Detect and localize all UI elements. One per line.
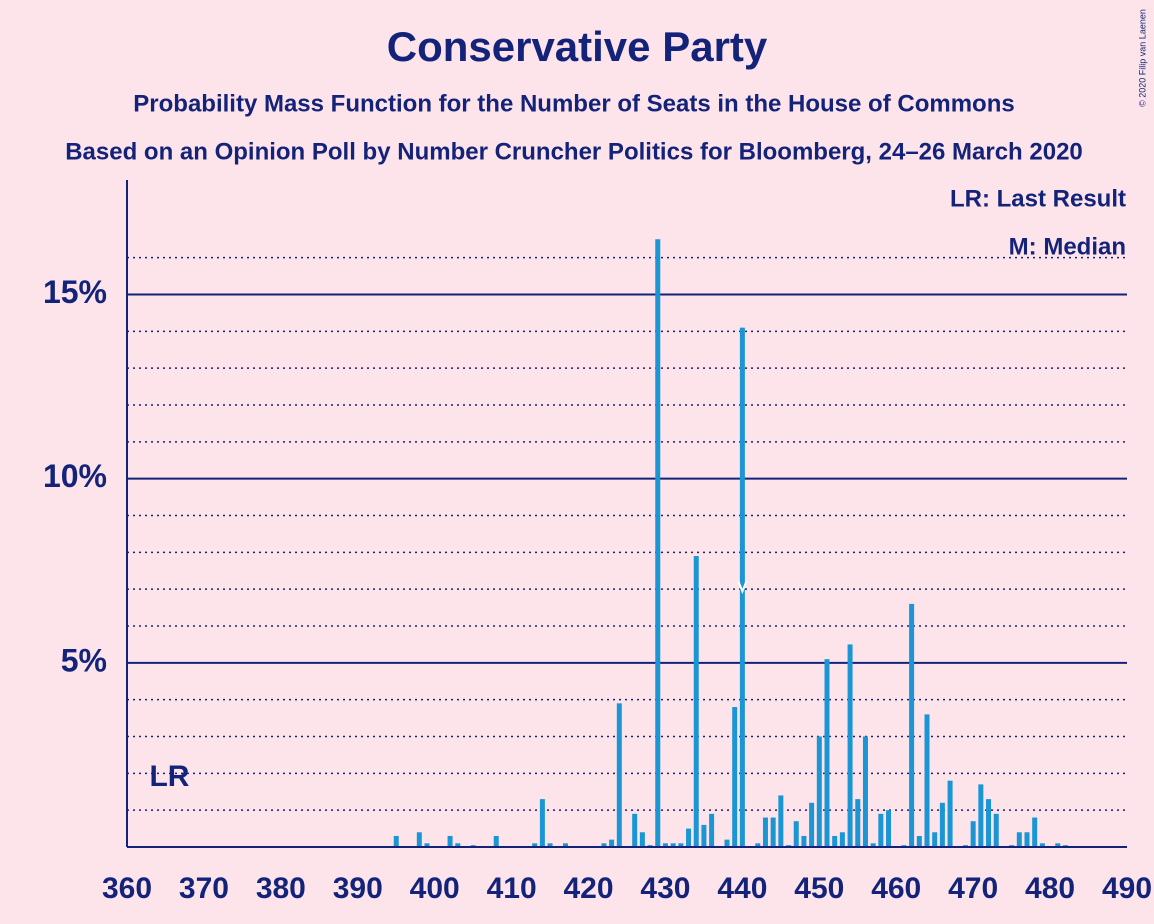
bar bbox=[862, 736, 868, 847]
bar bbox=[878, 813, 884, 847]
chart-subtitle: Probability Mass Function for the Number… bbox=[133, 90, 1014, 117]
bar bbox=[701, 824, 707, 847]
bar bbox=[993, 813, 999, 847]
x-tick-label: 430 bbox=[640, 872, 690, 905]
bar bbox=[455, 843, 461, 847]
bar bbox=[1055, 843, 1061, 847]
bar bbox=[816, 736, 822, 847]
bar bbox=[539, 799, 545, 847]
x-tick-label: 370 bbox=[179, 872, 229, 905]
bar bbox=[493, 835, 499, 847]
bar bbox=[793, 821, 799, 847]
chart-title: Conservative Party bbox=[387, 23, 768, 70]
x-tick-label: 490 bbox=[1102, 872, 1152, 905]
x-tick-label: 450 bbox=[794, 872, 844, 905]
bar bbox=[562, 843, 568, 847]
credit: © 2020 Filip van Laenen bbox=[1137, 9, 1147, 107]
bar bbox=[678, 843, 684, 847]
y-tick-label: 10% bbox=[43, 458, 107, 494]
bar bbox=[916, 835, 922, 847]
bar bbox=[424, 843, 430, 847]
bar bbox=[416, 832, 422, 847]
x-tick-label: 380 bbox=[256, 872, 306, 905]
bar bbox=[970, 821, 976, 847]
bar bbox=[847, 644, 853, 847]
bar bbox=[778, 795, 784, 847]
bar bbox=[855, 799, 861, 847]
bar bbox=[709, 813, 715, 847]
bar bbox=[801, 835, 807, 847]
bar bbox=[909, 603, 915, 847]
median-marker bbox=[737, 580, 748, 595]
x-tick-label: 470 bbox=[948, 872, 998, 905]
bar bbox=[609, 839, 615, 847]
bar bbox=[986, 799, 992, 847]
x-tick-label: 420 bbox=[564, 872, 614, 905]
bar bbox=[809, 802, 815, 847]
bar bbox=[1039, 843, 1045, 847]
bar bbox=[924, 714, 930, 847]
bar bbox=[724, 839, 730, 847]
bar bbox=[732, 707, 738, 847]
last-result-label: LR bbox=[149, 760, 189, 793]
bar bbox=[978, 784, 984, 847]
bar bbox=[693, 556, 699, 847]
bar bbox=[1032, 817, 1038, 847]
bar bbox=[616, 703, 622, 847]
x-tick-label: 360 bbox=[102, 872, 152, 905]
bar bbox=[393, 835, 399, 847]
bar bbox=[1024, 832, 1030, 847]
bar bbox=[824, 659, 830, 847]
bar bbox=[632, 813, 638, 847]
bar bbox=[532, 843, 538, 847]
bar bbox=[601, 843, 607, 847]
bar bbox=[655, 239, 661, 847]
bar bbox=[639, 832, 645, 847]
y-tick-label: 15% bbox=[43, 274, 107, 310]
y-tick-label: 5% bbox=[61, 642, 107, 678]
bar bbox=[447, 835, 453, 847]
x-tick-label: 460 bbox=[871, 872, 921, 905]
legend-entry: M: Median bbox=[1009, 233, 1126, 260]
bar bbox=[662, 843, 668, 847]
bar bbox=[932, 832, 938, 847]
bar bbox=[939, 802, 945, 847]
bar bbox=[870, 843, 876, 847]
bar bbox=[770, 817, 776, 847]
bar bbox=[1016, 832, 1022, 847]
x-tick-label: 410 bbox=[487, 872, 537, 905]
bar bbox=[886, 810, 892, 847]
legend-entry: LR: Last Result bbox=[950, 185, 1126, 212]
bar bbox=[762, 817, 768, 847]
bar bbox=[755, 843, 761, 847]
x-tick-label: 480 bbox=[1025, 872, 1075, 905]
bar bbox=[547, 843, 553, 847]
bar bbox=[739, 327, 745, 847]
chart-subtitle: Based on an Opinion Poll by Number Crunc… bbox=[65, 138, 1083, 165]
x-tick-label: 440 bbox=[717, 872, 767, 905]
bar bbox=[947, 780, 953, 847]
x-tick-label: 390 bbox=[333, 872, 383, 905]
x-tick-label: 400 bbox=[410, 872, 460, 905]
bar bbox=[670, 843, 676, 847]
bar bbox=[686, 828, 692, 847]
bar bbox=[832, 835, 838, 847]
bar bbox=[839, 832, 845, 847]
